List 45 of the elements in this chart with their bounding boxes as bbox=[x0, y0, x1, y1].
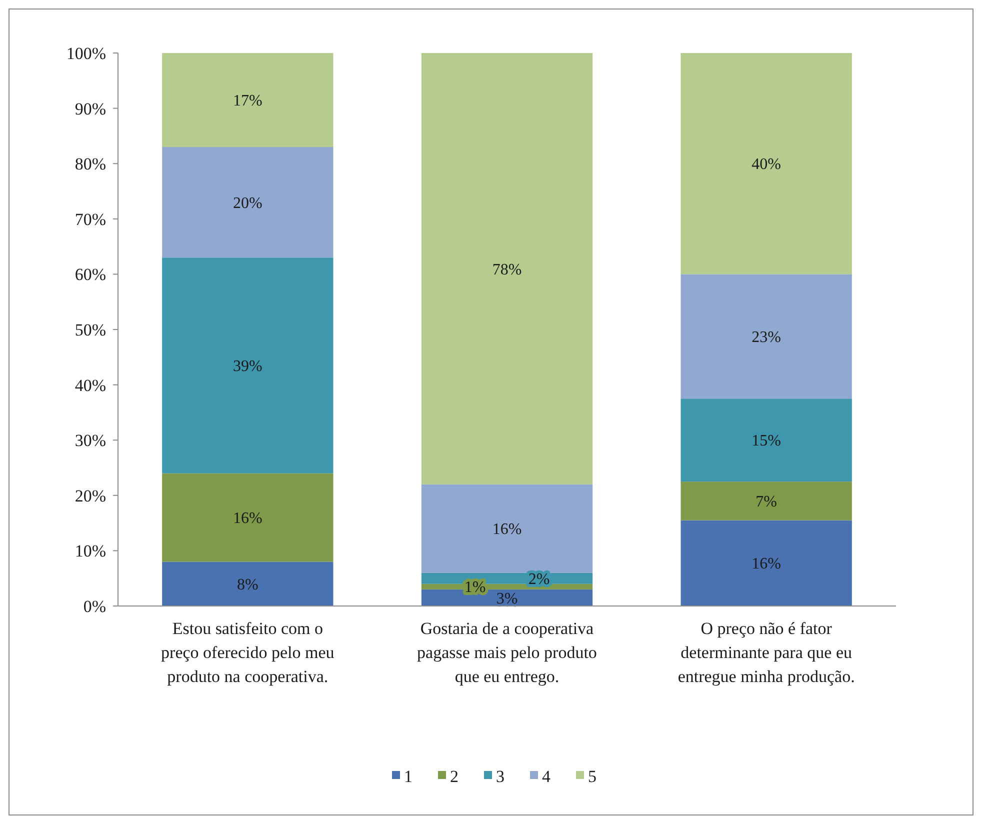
y-tick-label: 0% bbox=[83, 596, 106, 616]
y-tick-label: 40% bbox=[74, 376, 106, 395]
y-tick-label: 10% bbox=[74, 542, 106, 561]
data-label: 3% bbox=[496, 590, 518, 608]
y-tick-label: 70% bbox=[74, 210, 106, 229]
bar bbox=[421, 53, 593, 484]
data-label: 20% bbox=[233, 194, 262, 212]
bar bbox=[162, 562, 334, 606]
bar bbox=[162, 258, 334, 474]
y-tick-label: 100% bbox=[66, 44, 106, 63]
data-label: 23% bbox=[752, 329, 781, 346]
data-label: 16% bbox=[233, 510, 262, 528]
data-label: 15% bbox=[752, 432, 781, 450]
data-label: 7% bbox=[756, 494, 777, 511]
y-tick-label: 30% bbox=[74, 431, 106, 450]
y-tick-label: 90% bbox=[74, 99, 106, 118]
bar bbox=[162, 53, 334, 148]
data-label: 16% bbox=[752, 556, 781, 573]
bar bbox=[421, 484, 593, 573]
data-label: 8% bbox=[237, 576, 258, 594]
data-label: 39% bbox=[233, 358, 262, 376]
bar bbox=[680, 520, 852, 606]
legend-label: 4 bbox=[542, 766, 551, 786]
y-tick-label: 80% bbox=[74, 154, 106, 174]
data-label: 17% bbox=[233, 92, 262, 110]
legend-label: 1 bbox=[404, 766, 412, 786]
bar bbox=[680, 53, 852, 274]
bar bbox=[162, 147, 334, 258]
data-label: 2% bbox=[528, 570, 550, 588]
y-tick-label: 50% bbox=[74, 320, 106, 340]
bar bbox=[680, 274, 852, 399]
bar bbox=[680, 482, 852, 520]
y-tick-label: 60% bbox=[74, 265, 106, 284]
legend-label: 3 bbox=[496, 766, 504, 786]
x-tick-label: Estou satisfeito com o preço oferecido pelo meu produto na cooperativa. bbox=[161, 619, 335, 686]
x-tick-label: O preço não é fator determinante para que eu entregue minha produção. bbox=[678, 619, 855, 686]
x-tick-label: Gostaria de a cooperativa pagasse mais pelo produto que eu entrego. bbox=[417, 619, 597, 686]
legend-label: 5 bbox=[588, 766, 596, 786]
bar bbox=[680, 398, 852, 482]
y-tick-label: 20% bbox=[74, 486, 106, 506]
data-label: 40% bbox=[752, 156, 781, 174]
data-label: 16% bbox=[492, 521, 522, 538]
legend-label: 2 bbox=[450, 766, 458, 786]
bar bbox=[162, 473, 334, 562]
data-label: 78% bbox=[492, 261, 522, 278]
